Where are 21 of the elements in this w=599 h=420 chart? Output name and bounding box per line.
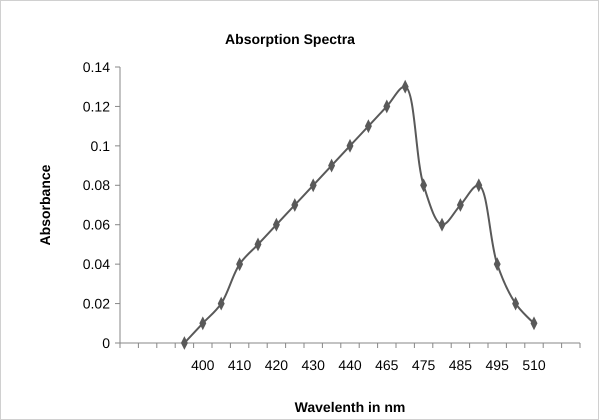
x-tick-label: 495 [486, 357, 510, 373]
y-tick-label: 0.04 [82, 256, 110, 272]
x-tick-label: 430 [302, 357, 326, 373]
x-axis-title: Wavelenth in nm [294, 399, 406, 415]
x-tick-label: 420 [264, 357, 288, 373]
y-tick-label: 0.08 [82, 177, 110, 194]
x-tick-label: 400 [191, 357, 215, 373]
x-tick-label: 410 [228, 357, 252, 373]
x-tick-label: 510 [522, 357, 546, 373]
y-axis-title: Absorbance [37, 164, 53, 246]
y-tick-label: 0.06 [82, 216, 110, 233]
y-tick-label: 0.12 [82, 98, 110, 114]
y-tick-label: 0.14 [82, 58, 110, 75]
y-tick-label: 0.1 [90, 138, 110, 154]
x-tick-label: 465 [375, 357, 399, 373]
y-tick-label: 0 [102, 334, 110, 351]
x-tick-label: 485 [448, 357, 472, 373]
x-tick-label: 475 [412, 357, 436, 373]
y-tick-label: 0.02 [82, 295, 110, 312]
x-tick-label: 440 [338, 357, 362, 373]
chart-title: Absorption Spectra [225, 31, 356, 47]
